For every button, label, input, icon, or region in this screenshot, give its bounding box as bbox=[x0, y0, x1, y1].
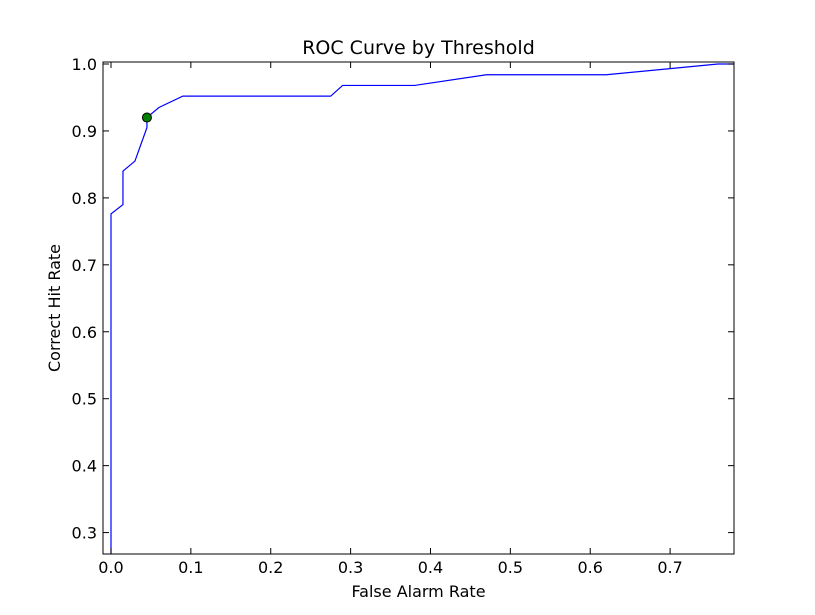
y-tick-label: 0.6 bbox=[72, 323, 97, 342]
x-axis-title: False Alarm Rate bbox=[351, 582, 485, 601]
plot-frame bbox=[102, 61, 735, 555]
chart-title: ROC Curve by Threshold bbox=[302, 37, 535, 59]
y-tick-label: 1.0 bbox=[72, 55, 97, 74]
optimal-threshold-point bbox=[141, 112, 152, 123]
x-tick-label: 0.2 bbox=[258, 558, 283, 577]
x-tick-label: 0.5 bbox=[498, 558, 523, 577]
y-tick-label: 0.3 bbox=[72, 524, 97, 543]
plot-area bbox=[110, 63, 734, 554]
y-tick-label: 0.8 bbox=[72, 189, 97, 208]
x-tick-label: 0.6 bbox=[578, 558, 603, 577]
y-tick-label: 0.9 bbox=[72, 122, 97, 141]
roc-series-line bbox=[110, 63, 734, 554]
y-tick-label: 0.7 bbox=[72, 256, 97, 275]
x-tick-label: 0.4 bbox=[418, 558, 443, 577]
y-tick-label: 0.5 bbox=[72, 390, 97, 409]
axis-ticks: 0.0 0.1 0.2 0.3 0.4 0.5 0.6 0.7 0.3 0.4 0.5 0.6 0.7 0… bbox=[72, 55, 734, 577]
x-tick-label: 0.3 bbox=[338, 558, 363, 577]
x-tick-label: 0.7 bbox=[657, 558, 682, 577]
y-axis-title: Correct Hit Rate bbox=[45, 244, 64, 372]
x-tick-label: 0.0 bbox=[98, 558, 123, 577]
y-tick-label: 0.4 bbox=[72, 457, 97, 476]
x-tick-label: 0.1 bbox=[178, 558, 203, 577]
